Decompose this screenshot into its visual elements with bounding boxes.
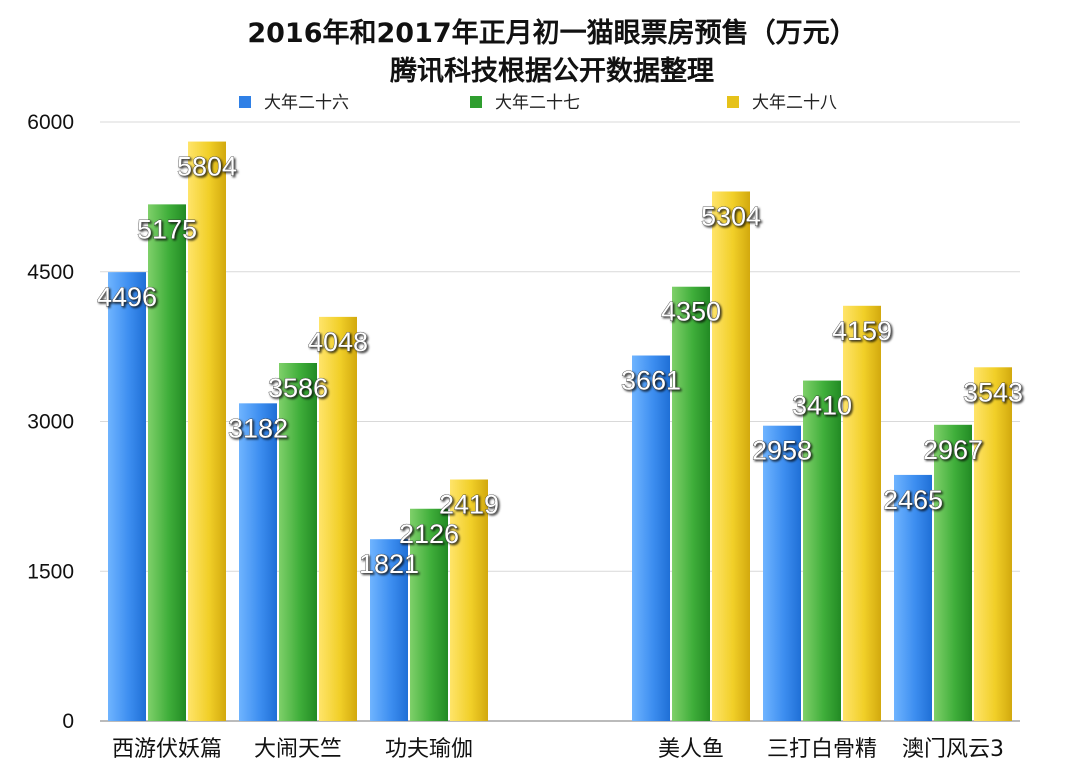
bar [843,305,881,721]
data-label: 4159 [832,316,892,346]
bar [188,141,226,722]
bar [763,425,801,721]
x-tick-label: 西游伏妖篇 [112,737,222,762]
bar [450,479,488,721]
y-tick-label: 1500 [27,560,74,583]
data-label: 2465 [883,485,943,515]
bar [370,539,408,721]
data-label: 3543 [963,377,1023,407]
chart-title: 2016年和2017年正月初一猫眼票房预售（万元） [247,17,856,49]
bar [974,367,1012,721]
x-axis: 西游伏妖篇 大闹天竺 功夫瑜伽 美人鱼 三打白骨精 澳门风云3 [112,737,1004,762]
bars [108,141,1012,722]
y-tick-label: 0 [62,710,74,733]
legend-swatch [239,96,251,108]
data-label: 5175 [137,214,197,244]
data-label: 5304 [701,201,761,231]
x-tick-label: 功夫瑜伽 [385,737,473,762]
bar [239,403,277,721]
bar [148,204,186,722]
x-tick-label: 三打白骨精 [767,737,877,762]
legend-label: 大年二十八 [752,93,837,113]
data-label: 3410 [792,391,852,421]
data-label: 2419 [439,490,499,520]
data-label: 4048 [308,327,368,357]
legend-label: 大年二十六 [264,93,349,113]
data-label: 3661 [621,366,681,396]
x-tick-label: 美人鱼 [658,737,724,762]
data-label: 5804 [177,152,237,182]
y-axis: 0 1500 3000 4500 6000 [27,111,74,733]
bar [279,362,317,721]
legend: 大年二十六 大年二十七 大年二十八 [239,93,837,113]
y-tick-label: 4500 [27,261,74,284]
legend-swatch [727,96,739,108]
legend-label: 大年二十七 [495,93,580,113]
bar [672,286,710,721]
bar [712,191,750,721]
x-tick-label: 大闹天竺 [254,737,342,762]
bar [108,272,146,721]
bar [894,474,932,721]
data-label: 2126 [399,519,459,549]
data-label: 3586 [268,373,328,403]
data-label: 1821 [359,549,419,579]
bar [410,508,448,721]
y-tick-label: 6000 [27,111,74,134]
bar [803,380,841,721]
data-label: 3182 [228,413,288,443]
data-label: 4350 [661,297,721,327]
x-tick-label: 澳门风云3 [902,737,1004,762]
bar [934,424,972,721]
bar [632,355,670,721]
bar [319,316,357,721]
data-label: 4496 [97,282,157,312]
data-label: 2967 [923,435,983,465]
chart-subtitle: 腾讯科技根据公开数据整理 [390,56,714,87]
legend-swatch [470,96,482,108]
data-label: 2958 [752,436,812,466]
y-tick-label: 3000 [27,411,74,434]
